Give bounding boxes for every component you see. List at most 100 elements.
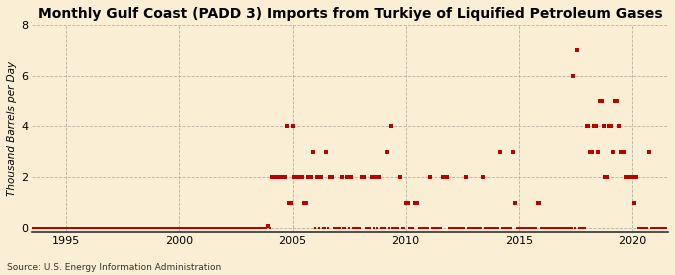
Point (246, 226, 256, 230)
Point (521, 226, 532, 230)
Point (419, 226, 430, 230)
Point (20, 226, 30, 230)
Point (110, 226, 121, 230)
Point (312, 175, 323, 180)
Point (593, 150, 603, 154)
Point (549, 226, 560, 230)
Point (159, 226, 169, 230)
Point (131, 226, 142, 230)
Point (244, 226, 254, 230)
Point (117, 226, 128, 230)
Point (123, 226, 134, 230)
Point (579, 226, 590, 230)
Point (389, 226, 400, 230)
Point (412, 200, 423, 205)
Point (555, 226, 566, 230)
Point (391, 226, 402, 230)
Point (641, 226, 652, 230)
Point (212, 226, 223, 230)
Point (572, 48, 583, 53)
Point (125, 226, 136, 230)
Point (208, 226, 219, 230)
Point (410, 200, 421, 205)
Point (202, 226, 213, 230)
Point (523, 226, 534, 230)
Point (436, 226, 447, 230)
Point (617, 150, 628, 154)
Point (340, 226, 351, 230)
Point (443, 226, 454, 230)
Point (281, 124, 292, 129)
Point (598, 124, 609, 129)
Point (387, 226, 398, 230)
Point (277, 175, 288, 180)
Point (206, 226, 217, 230)
Point (653, 226, 664, 230)
Point (551, 226, 562, 230)
Point (408, 226, 418, 230)
Point (514, 226, 524, 230)
Point (36, 226, 47, 230)
Point (570, 226, 580, 230)
Point (459, 226, 470, 230)
Point (495, 150, 506, 154)
Point (95, 226, 106, 230)
Point (630, 175, 641, 180)
Point (404, 226, 415, 230)
Point (583, 124, 594, 129)
Point (506, 226, 516, 230)
Point (479, 226, 490, 230)
Point (53, 226, 64, 230)
Point (106, 226, 117, 230)
Point (189, 226, 200, 230)
Point (68, 226, 79, 230)
Point (393, 226, 404, 230)
Point (446, 226, 456, 230)
Point (649, 226, 660, 230)
Point (604, 124, 615, 129)
Point (383, 226, 394, 230)
Point (529, 226, 539, 230)
Point (448, 226, 458, 230)
Point (396, 226, 407, 230)
Point (18, 226, 28, 230)
Point (132, 226, 143, 230)
Point (377, 226, 388, 230)
Point (291, 175, 302, 180)
Point (621, 175, 632, 180)
Point (38, 226, 49, 230)
Point (148, 226, 159, 230)
Point (602, 175, 613, 180)
Point (105, 226, 115, 230)
Point (483, 226, 494, 230)
Point (585, 150, 596, 154)
Point (398, 226, 409, 230)
Point (180, 226, 190, 230)
Point (472, 226, 483, 230)
Point (182, 226, 192, 230)
Point (317, 226, 328, 230)
Point (146, 226, 157, 230)
Point (640, 226, 651, 230)
Point (457, 226, 468, 230)
Point (564, 226, 575, 230)
Point (155, 226, 166, 230)
Point (376, 226, 387, 230)
Point (314, 226, 325, 230)
Point (568, 73, 579, 78)
Point (353, 226, 364, 230)
Point (200, 226, 211, 230)
Point (344, 226, 354, 230)
Point (34, 226, 45, 230)
Point (293, 175, 304, 180)
Point (287, 124, 298, 129)
Point (129, 226, 140, 230)
Point (257, 226, 268, 230)
Point (581, 124, 592, 129)
Point (127, 226, 138, 230)
Point (213, 226, 224, 230)
Point (342, 175, 352, 180)
Point (562, 226, 573, 230)
Point (67, 226, 78, 230)
Point (651, 226, 661, 230)
